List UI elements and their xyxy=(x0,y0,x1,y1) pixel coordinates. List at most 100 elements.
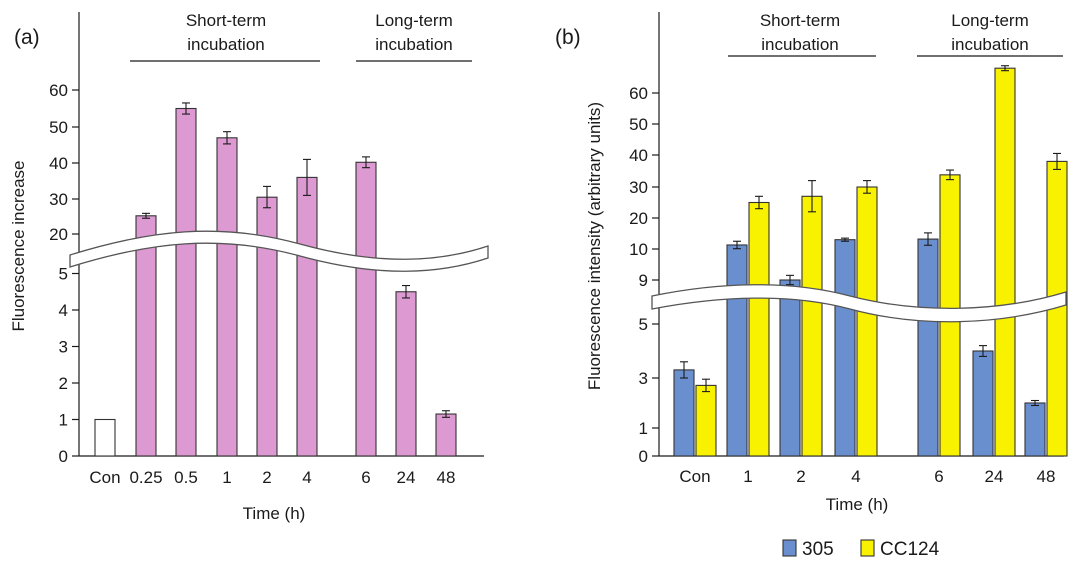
panel-b-axis-break xyxy=(651,284,1067,323)
panel-b-x-tick-label-4: 4 xyxy=(851,467,860,486)
panel-a-x-tick-label-6: 6 xyxy=(361,468,370,487)
panel-b-x-tick-label-24: 24 xyxy=(985,467,1004,486)
panel-b-y-tick-label-3: 3 xyxy=(639,369,648,388)
panel-a-error-bar-1 xyxy=(223,131,231,145)
legend-swatch-cc124 xyxy=(860,539,875,557)
panel-a-y-tick-label-60: 60 xyxy=(49,81,68,100)
panel-a-error-bar-24 xyxy=(402,284,410,299)
panel-a-error-bar-4 xyxy=(303,158,311,196)
panel-a-group-long-line1: Long-term xyxy=(375,11,452,30)
panel-b-y-tick-label-5: 5 xyxy=(639,315,648,334)
panel-a-x-tick-label-0-25: 0.25 xyxy=(129,468,162,487)
panel-b-y-tick-label-60: 60 xyxy=(629,84,648,103)
panel-a-error-bar-2 xyxy=(263,185,271,209)
panel-b-error-bar-305-6 xyxy=(924,232,932,246)
panel-a-x-axis-label: Time (h) xyxy=(243,504,306,523)
panel-b-error-bar-305-con xyxy=(680,361,688,379)
panel-a-bar-con xyxy=(94,418,116,457)
legend: 305 CC124 xyxy=(782,539,940,560)
panel-b-error-bar-305-4 xyxy=(841,237,849,242)
panel-b-x-tick-label-con: Con xyxy=(679,467,710,486)
panel-b-bar-305-1 xyxy=(726,244,748,457)
panel-b-bar-cc124-con xyxy=(695,384,717,457)
panel-b-y-tick-label-9: 9 xyxy=(639,271,648,290)
panel-a-y-tick-label-40: 40 xyxy=(49,154,68,173)
panel-b-bar-305-con xyxy=(673,369,695,457)
panel-b-x-ticks: Con 1 2 4 6 24 48 xyxy=(679,467,1055,486)
panel-a-axis-break xyxy=(69,230,489,272)
panel-b-y-tick-label-1: 1 xyxy=(639,419,648,438)
panel-a-bar-24 xyxy=(395,291,417,457)
panel-a-y-tick-label-30: 30 xyxy=(49,190,68,209)
panel-a-error-bar-0-5 xyxy=(182,102,190,115)
panel-b-y-tick-label-30: 30 xyxy=(629,178,648,197)
panel-a-y-tick-label-3: 3 xyxy=(59,338,68,357)
panel-a-x-ticks: Con 0.25 0.5 1 2 4 6 24 48 xyxy=(89,468,455,487)
panel-b-x-tick-label-48: 48 xyxy=(1037,467,1056,486)
panel-a-group-short-line2: incubation xyxy=(187,35,265,54)
panel-a-bar-0-25 xyxy=(135,215,157,457)
panel-a-x-tick-label-24: 24 xyxy=(397,468,416,487)
panel-a-x-tick-label-48: 48 xyxy=(437,468,456,487)
panel-a-y-tick-label-0: 0 xyxy=(59,447,68,466)
panel-b-bar-305-48 xyxy=(1024,402,1046,457)
panel-b-error-bar-cc124-24 xyxy=(1001,65,1009,72)
panel-b-bar-305-6 xyxy=(917,238,939,457)
panel-a-y-axis-label: Fluorescence increase xyxy=(9,160,28,331)
panel-a-y-tick-label-1: 1 xyxy=(59,411,68,430)
panel-a-label: (a) xyxy=(14,26,40,49)
panel-b-error-bar-cc124-1 xyxy=(755,195,763,210)
panel-a-group-short-line1: Short-term xyxy=(186,11,266,30)
legend-swatch-305 xyxy=(782,539,797,557)
panel-a-y-tick-label-4: 4 xyxy=(59,301,68,320)
panel-a-x-tick-label-4: 4 xyxy=(302,468,311,487)
panel-a-x-tick-label-2: 2 xyxy=(262,468,271,487)
panel-b-x-tick-label-2: 2 xyxy=(796,467,805,486)
legend-label-305: 305 xyxy=(802,539,834,560)
panel-a-error-bar-0-25 xyxy=(142,212,150,219)
panel-b-error-bar-305-1 xyxy=(733,240,741,250)
panel-b-x-tick-label-6: 6 xyxy=(934,467,943,486)
panel-b-y-axis-label: Fluorescence intensity (arbitrary units) xyxy=(585,102,604,390)
panel-a-error-bar-48 xyxy=(442,410,450,418)
panel-b-error-bar-cc124-con xyxy=(702,378,710,393)
panel-a: (a) Fluorescence increase Time (h) Short… xyxy=(9,11,489,523)
panel-a-y-tick-label-2: 2 xyxy=(59,374,68,393)
panel-b-x-tick-label-1: 1 xyxy=(743,467,752,486)
panel-b-bar-305-24 xyxy=(972,350,994,457)
panel-b-y-tick-label-40: 40 xyxy=(629,146,648,165)
panel-a-bar-48 xyxy=(435,413,457,457)
panel-b-y-tick-label-50: 50 xyxy=(629,115,648,134)
panel-a-x-tick-label-0-5: 0.5 xyxy=(174,468,198,487)
panel-a-x-tick-label-1: 1 xyxy=(222,468,231,487)
panel-a-y-tick-label-5: 5 xyxy=(59,265,68,284)
panel-b-error-bar-305-24 xyxy=(979,345,987,357)
panel-a-bar-4 xyxy=(296,176,318,457)
panel-b-group-short-line1: Short-term xyxy=(760,11,840,30)
panel-a-y-ticks: 0 1 2 3 4 5 20 30 40 50 60 xyxy=(49,81,79,466)
panel-b-error-bar-cc124-48 xyxy=(1053,152,1061,170)
panel-b-error-bar-cc124-4 xyxy=(863,180,871,194)
panel-b-bar-305-2 xyxy=(779,279,801,457)
panel-b-group-long-line2: incubation xyxy=(951,35,1029,54)
panel-a-x-tick-label-con: Con xyxy=(89,468,120,487)
panel-b-group-short-line2: incubation xyxy=(761,35,839,54)
panel-b-error-bar-305-2 xyxy=(786,274,794,286)
panel-a-error-bar-6 xyxy=(362,156,370,169)
panel-b-bar-305-4 xyxy=(834,239,856,457)
panel-b-group-long-line1: Long-term xyxy=(951,11,1028,30)
panel-a-y-tick-label-50: 50 xyxy=(49,118,68,137)
panel-b-bars xyxy=(673,65,1068,457)
legend-label-cc124: CC124 xyxy=(880,539,940,560)
panel-a-bar-0-5 xyxy=(175,107,197,457)
panel-a-bar-6 xyxy=(355,161,377,457)
panel-b-error-bar-cc124-2 xyxy=(808,180,816,213)
panel-b-x-axis-label: Time (h) xyxy=(826,495,889,514)
panel-a-bars xyxy=(94,102,457,457)
panel-b-bar-cc124-4 xyxy=(856,186,878,457)
panel-b-error-bar-cc124-6 xyxy=(946,169,954,181)
panel-b: (b) Fluorescence intensity (arbitrary un… xyxy=(555,11,1068,560)
panel-b-bar-cc124-1 xyxy=(748,201,770,457)
panel-b-label: (b) xyxy=(555,26,581,49)
